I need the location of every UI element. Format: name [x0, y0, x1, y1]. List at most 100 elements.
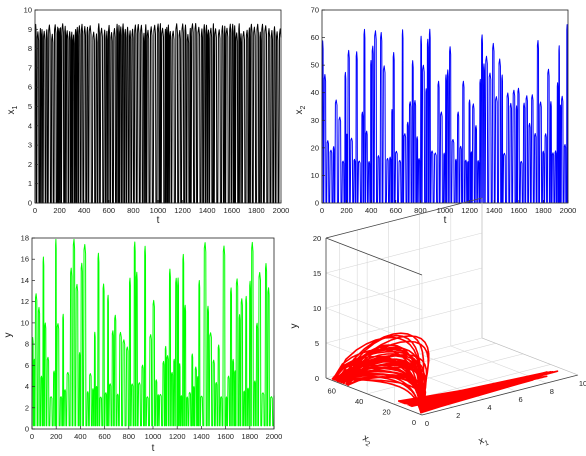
y-series-line: [31, 238, 275, 427]
x-tick-label: 200: [340, 206, 353, 215]
y-tick-label: 3: [28, 141, 32, 150]
x-tick-label: 2000: [273, 206, 290, 215]
x-tick-label: 1400: [193, 432, 210, 441]
y-tick-label: 10: [24, 6, 32, 15]
subplot-x2-vs-t: 0 200 400 600 800 1000 1200 1400 1600 1800 2000 0 10…: [294, 6, 576, 227]
tick-marks: 0 200 400 600 800 1000 1200 1400 1600 1800 2000 0 1 2…: [24, 6, 290, 216]
x-tick-label: 1200: [169, 432, 186, 441]
z-tick-label: 0: [315, 374, 319, 383]
x-tick-label: 2000: [266, 432, 283, 441]
y-tick-label: 0: [28, 199, 32, 208]
y-tick-label: 12: [21, 297, 29, 306]
x-tick-label: 600: [98, 432, 111, 441]
x1-tick-label: 6: [519, 395, 523, 404]
subplot-y-vs-t: 0 200 400 600 800 1000 1200 1400 1600 1800 2000 0 2 4…: [3, 234, 282, 455]
z-tick-label: 10: [313, 304, 321, 313]
grid-line: [325, 267, 483, 309]
y-tick-label: 6: [28, 83, 32, 92]
y-tick-label: 60: [311, 33, 319, 42]
x-tick-label: 800: [127, 206, 140, 215]
tick-marks: 0 200 400 600 800 1000 1200 1400 1600 1800 2000 0 10…: [311, 6, 577, 216]
x-axis-label: t: [444, 215, 447, 226]
x-tick-label: 800: [414, 206, 427, 215]
x-tick-label: 2000: [560, 206, 577, 215]
y-tick-label: 0: [25, 425, 29, 434]
x-tick-label: 0: [33, 206, 37, 215]
grid-line: [367, 353, 524, 395]
z-tick-label: 15: [313, 269, 321, 278]
y-tick-label: 4: [25, 382, 29, 391]
x-tick-label: 400: [365, 206, 378, 215]
z-axis-label: y: [289, 324, 300, 329]
x-axis-label: t: [157, 215, 160, 226]
y-tick-label: 9: [28, 25, 32, 34]
grid-line: [325, 272, 423, 311]
x-tick-label: 1400: [486, 206, 503, 215]
y-tick-label: 20: [311, 143, 319, 152]
subplot-x1-vs-t: 0 200 400 600 800 1000 1200 1400 1600 1800 2000 0 1 2…: [6, 6, 289, 227]
x2-series-line: [321, 24, 569, 203]
y-tick-label: 7: [28, 63, 32, 72]
x-tick-label: 200: [50, 432, 63, 441]
x-tick-label: 600: [103, 206, 116, 215]
y-axis-label: y: [3, 333, 14, 338]
x1-tick-label: 10: [579, 379, 586, 388]
y-tick-label: 0: [315, 199, 319, 208]
3d-axes-box: [325, 197, 579, 416]
3d-tick-labels: 0 5 10 15 20 0 2 4 6 8 10 0 20 40 60: [313, 234, 586, 428]
y-tick-label: 8: [25, 340, 29, 349]
series-path: [31, 238, 275, 427]
grid-line: [325, 302, 483, 344]
z-tick-label: 20: [313, 234, 321, 243]
x-tick-label: 1000: [437, 206, 454, 215]
x2-tick-label: 60: [328, 386, 336, 395]
x1-axis-label: x1: [477, 434, 490, 449]
x-tick-label: 1000: [145, 432, 162, 441]
x2-axis-label: x2: [360, 433, 374, 449]
series-path: [34, 23, 282, 204]
x-tick-label: 400: [78, 206, 91, 215]
y-tick-label: 30: [311, 116, 319, 125]
y-tick-label: 70: [311, 6, 319, 15]
attractor-trajectory: [331, 332, 559, 414]
x2-tick-label: 0: [412, 418, 416, 427]
x1-tick-label: 4: [487, 403, 491, 412]
x2-tick-label: 20: [382, 407, 390, 416]
x-tick-label: 1400: [199, 206, 216, 215]
trajectory-path: [331, 332, 559, 414]
y-tick-label: 1: [28, 179, 32, 188]
x1-series-line: [34, 23, 282, 204]
y-tick-label: 10: [311, 171, 319, 180]
y-tick-label: 10: [21, 318, 29, 327]
grid-line: [325, 307, 423, 346]
axis-line: [325, 237, 423, 276]
x-tick-label: 1600: [223, 206, 240, 215]
x-tick-label: 600: [390, 206, 403, 215]
x-tick-label: 1600: [510, 206, 527, 215]
y-tick-label: 40: [311, 88, 319, 97]
axis-line: [325, 377, 423, 416]
x1-tick-label: 8: [550, 387, 554, 396]
tick-marks: 0 200 400 600 800 1000 1200 1400 1600 1800 2000 0 2 4…: [21, 234, 283, 442]
x-tick-label: 400: [74, 432, 87, 441]
y-tick-label: 16: [21, 255, 29, 264]
y-axis-label: x1: [6, 105, 19, 114]
axis-line: [481, 337, 579, 376]
y-axis-label: x2: [294, 105, 307, 114]
x2-tick-label: 40: [355, 397, 363, 406]
y-tick-label: 2: [25, 403, 29, 412]
x-tick-label: 1800: [248, 206, 265, 215]
x-tick-label: 0: [320, 206, 324, 215]
x-tick-label: 1000: [150, 206, 167, 215]
axis-line: [325, 197, 483, 239]
x-axis-label: t: [152, 443, 155, 454]
y-tick-label: 2: [28, 160, 32, 169]
x-tick-label: 1800: [241, 432, 258, 441]
x-tick-label: 1600: [217, 432, 234, 441]
axis-line: [421, 374, 579, 416]
y-tick-label: 5: [28, 102, 32, 111]
y-tick-label: 50: [311, 61, 319, 70]
x-tick-label: 200: [53, 206, 66, 215]
